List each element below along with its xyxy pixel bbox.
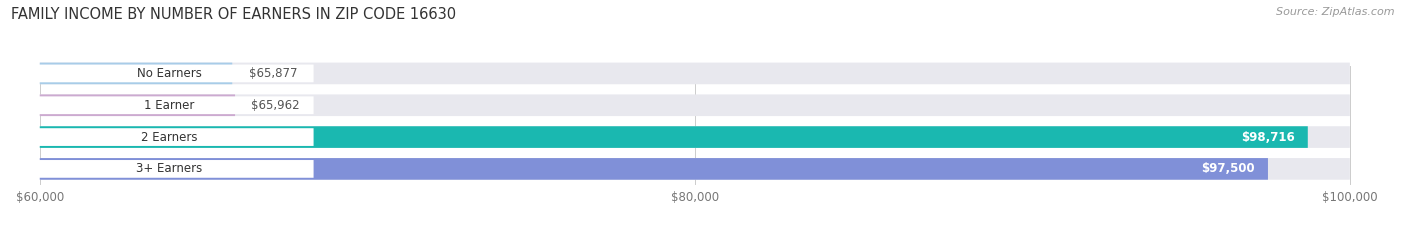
Text: $98,716: $98,716 — [1241, 130, 1295, 144]
Text: No Earners: No Earners — [136, 67, 202, 80]
FancyBboxPatch shape — [39, 158, 1268, 180]
FancyBboxPatch shape — [39, 126, 1350, 148]
FancyBboxPatch shape — [39, 63, 232, 84]
FancyBboxPatch shape — [25, 160, 314, 178]
Text: 1 Earner: 1 Earner — [145, 99, 194, 112]
FancyBboxPatch shape — [39, 63, 1350, 84]
Text: Source: ZipAtlas.com: Source: ZipAtlas.com — [1277, 7, 1395, 17]
FancyBboxPatch shape — [39, 126, 1308, 148]
Text: FAMILY INCOME BY NUMBER OF EARNERS IN ZIP CODE 16630: FAMILY INCOME BY NUMBER OF EARNERS IN ZI… — [11, 7, 457, 22]
FancyBboxPatch shape — [25, 128, 314, 146]
FancyBboxPatch shape — [39, 94, 235, 116]
Text: 3+ Earners: 3+ Earners — [136, 162, 202, 175]
Text: 2 Earners: 2 Earners — [141, 130, 198, 144]
FancyBboxPatch shape — [25, 96, 314, 114]
Text: $65,962: $65,962 — [252, 99, 299, 112]
Text: $65,877: $65,877 — [249, 67, 297, 80]
FancyBboxPatch shape — [39, 94, 1350, 116]
FancyBboxPatch shape — [25, 65, 314, 82]
Text: $97,500: $97,500 — [1201, 162, 1256, 175]
FancyBboxPatch shape — [39, 158, 1350, 180]
